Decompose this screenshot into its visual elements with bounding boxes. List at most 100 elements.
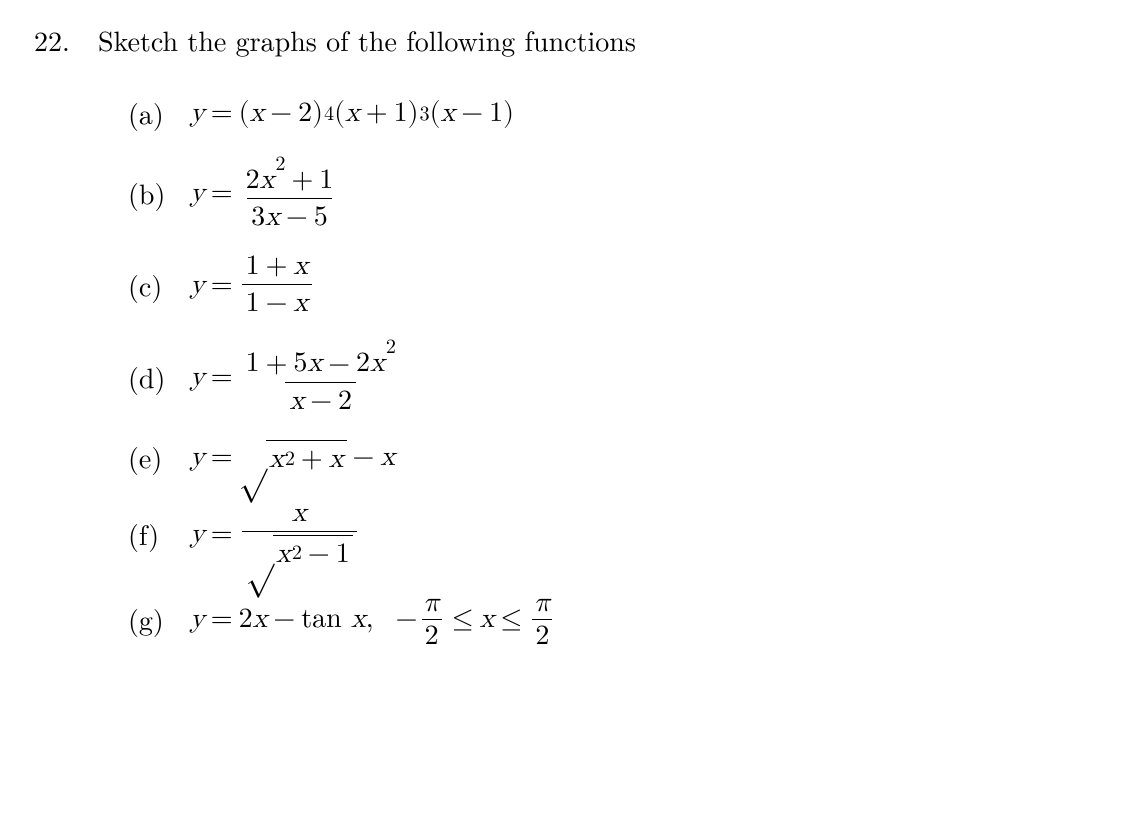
numerator: 2x2+1 — [242, 153, 338, 198]
minus: − — [302, 538, 336, 570]
var-x: x — [260, 166, 275, 194]
num-1: 1 — [336, 538, 350, 570]
num-1: 1 — [394, 97, 408, 131]
var-y: y — [190, 361, 205, 395]
var-x: x — [293, 289, 308, 317]
num-1: 1 — [489, 97, 503, 131]
exp-2: 2 — [386, 337, 396, 357]
var-x: x — [293, 252, 308, 280]
minus: − — [280, 203, 314, 231]
item-d: (d) y = 1+5x−2x2 x−2 — [128, 336, 1108, 419]
exp-2: 2 — [275, 154, 285, 174]
item-e-math: y = √ x2+x − x — [190, 440, 395, 475]
equals: = — [205, 603, 239, 637]
lparen: ( — [334, 97, 345, 131]
item-a-math: y = ( x − 2 ) 4 ( x + 1 ) 3 ( x − 1 ) — [190, 97, 514, 131]
var-x: x — [289, 387, 304, 415]
var-y: y — [190, 441, 205, 475]
equals: = — [205, 97, 239, 131]
pi: π — [531, 587, 553, 619]
exp-3: 3 — [420, 102, 430, 126]
num-1: 1 — [246, 252, 260, 280]
leq: ≤ — [494, 603, 528, 637]
rparen: ) — [503, 97, 514, 131]
plus: + — [360, 97, 394, 131]
item-d-math: y = 1+5x−2x2 x−2 — [190, 336, 403, 419]
var-y: y — [190, 97, 205, 131]
rparen: ) — [312, 97, 323, 131]
item-f-math: y = x √ x2−1 — [190, 497, 360, 572]
num-1: 1 — [246, 289, 260, 317]
num-5: 5 — [293, 350, 307, 378]
minus: − — [322, 350, 356, 378]
fraction: 1+x 1−x — [242, 250, 313, 321]
minus: − — [264, 97, 298, 131]
num-2: 2 — [532, 619, 552, 652]
var-x: x — [345, 97, 360, 131]
item-c: (c) y = 1+x 1−x — [128, 250, 1108, 321]
item-label: (g) — [128, 603, 174, 637]
sub-list: (a) y = ( x − 2 ) 4 ( x + 1 ) 3 ( x − 1 … — [128, 90, 1108, 653]
exp-4: 4 — [324, 102, 334, 126]
num-5: 5 — [314, 203, 328, 231]
minus: − — [304, 387, 338, 415]
var-x: x — [276, 538, 291, 570]
num-2: 2 — [246, 166, 260, 194]
square-root: √ x2+x — [239, 440, 347, 475]
denominator: x−2 — [285, 382, 356, 419]
var-y: y — [190, 518, 205, 552]
item-e: (e) y = √ x2+x − x — [128, 434, 1108, 482]
var-x: x — [253, 603, 268, 637]
item-f: (f) y = x √ x2−1 — [128, 497, 1108, 572]
minus: − — [347, 441, 381, 475]
var-x: x — [292, 499, 307, 527]
item-g-math: y = 2x − tan x, − π 2 ≤ x ≤ π 2 — [190, 587, 557, 652]
plus: + — [285, 166, 319, 194]
numerator: 1+x — [242, 250, 313, 284]
equals: = — [205, 361, 239, 395]
num-2: 2 — [239, 603, 253, 637]
rparen: ) — [408, 97, 419, 131]
num-2: 2 — [338, 387, 352, 415]
var-x: x — [265, 203, 280, 231]
pi-over-2: π 2 — [420, 587, 442, 652]
problem-heading: 22. Sketch the graphs of the following f… — [34, 24, 1108, 58]
fraction: 2x2+1 3x−5 — [242, 153, 338, 236]
denominator: 3x−5 — [247, 198, 332, 235]
fraction: x √ x2−1 — [242, 497, 357, 572]
var-x: x — [480, 603, 495, 637]
num-2: 2 — [422, 619, 442, 652]
leq: ≤ — [446, 603, 480, 637]
item-a: (a) y = ( x − 2 ) 4 ( x + 1 ) 3 ( x − 1 … — [128, 90, 1108, 138]
var-x: x — [441, 97, 456, 131]
num-1: 1 — [246, 350, 260, 378]
item-label: (a) — [128, 97, 174, 131]
denominator: 1−x — [242, 284, 313, 321]
numerator: x — [288, 497, 311, 531]
item-label: (f) — [128, 518, 174, 552]
problem-number: 22. — [34, 24, 84, 58]
item-label: (b) — [128, 177, 174, 211]
neg: − — [396, 603, 418, 637]
equals: = — [205, 518, 239, 552]
tan: tan — [301, 603, 341, 637]
pi: π — [420, 587, 442, 619]
var-x: x — [380, 441, 395, 475]
var-y: y — [190, 269, 205, 303]
radicand: x2−1 — [273, 535, 353, 570]
item-label: (e) — [128, 441, 174, 475]
comma: , — [366, 603, 374, 637]
lparen: ( — [239, 97, 250, 131]
fraction: 1+5x−2x2 x−2 — [242, 336, 400, 419]
square-root: √ x2−1 — [246, 535, 353, 570]
radicand: x2+x — [266, 440, 346, 475]
num-2: 2 — [298, 97, 312, 131]
exp-2: 2 — [285, 448, 295, 471]
plus: + — [260, 350, 294, 378]
lparen: ( — [430, 97, 441, 131]
item-b-math: y = 2x2+1 3x−5 — [190, 153, 340, 236]
item-g: (g) y = 2x − tan x, − π 2 ≤ x ≤ π 2 — [128, 587, 1108, 653]
minus: − — [260, 289, 294, 317]
item-b: (b) y = 2x2+1 3x−5 — [128, 153, 1108, 236]
denominator: √ x2−1 — [242, 531, 357, 572]
